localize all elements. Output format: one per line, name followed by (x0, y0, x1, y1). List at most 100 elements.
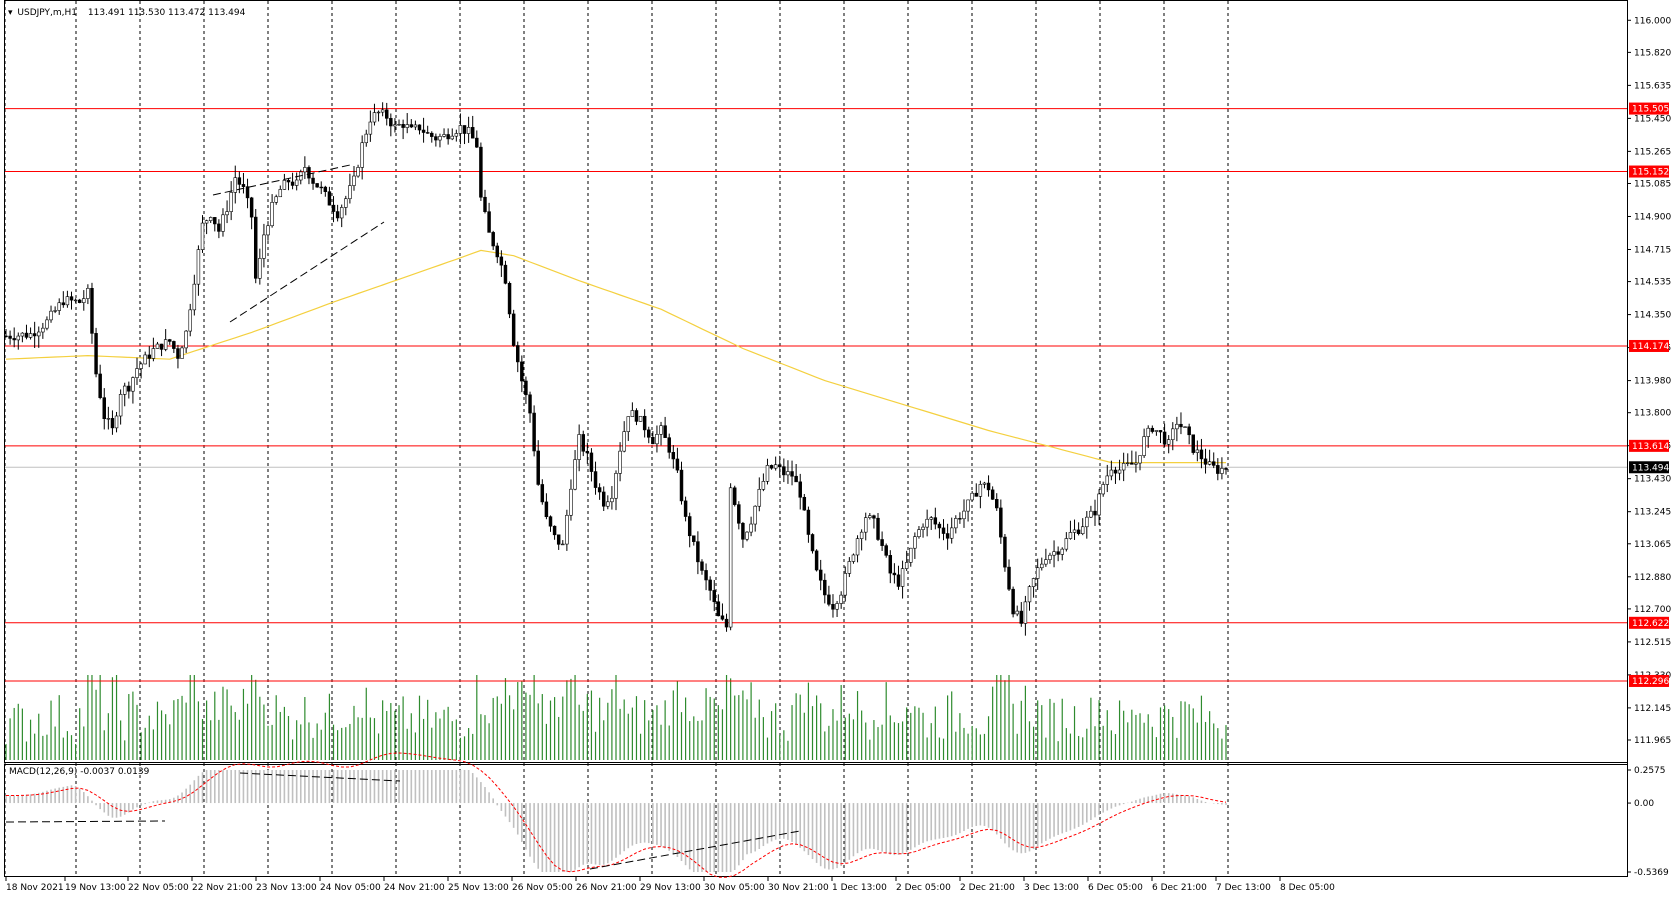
volume-bars (5, 675, 1227, 760)
candle-body (1040, 563, 1044, 569)
time-tick-label: 2 Dec 21:00 (960, 883, 1015, 893)
candle-body (110, 418, 115, 429)
candle-body (659, 425, 663, 435)
candle-body (274, 196, 278, 203)
candle-body (606, 501, 610, 507)
candle-body (810, 534, 815, 552)
time-tick-label: 8 Dec 05:00 (1280, 883, 1335, 893)
candle-body (1162, 431, 1167, 445)
candle-body (503, 264, 508, 284)
level-tag (1629, 616, 1669, 629)
candle-body (937, 523, 942, 529)
candle-body (593, 471, 598, 488)
trend-lines (212, 164, 385, 323)
candle-body (876, 517, 880, 540)
candle-body (630, 410, 635, 417)
candle-body (577, 434, 581, 460)
candle-body (213, 217, 217, 225)
candle-body (507, 283, 512, 315)
candle-body (188, 309, 192, 332)
candle-body (585, 450, 590, 454)
header-triangle-icon: ▾ (8, 8, 13, 18)
candle-body (1187, 426, 1191, 436)
channel-lower-line (229, 221, 385, 323)
candle-body (1203, 458, 1208, 465)
macd-histogram (5, 770, 1227, 872)
candle-body (794, 475, 798, 483)
candle-body (442, 134, 446, 137)
candle-body (872, 515, 876, 519)
time-axis: 18 Nov 2021 19 Nov 13:00 22 Nov 05:00 22 No… (5, 877, 1335, 893)
candle-body (1089, 510, 1093, 518)
level-tag (1629, 674, 1669, 687)
candle-body (667, 437, 671, 453)
price-tick-label: 113.980 (1634, 377, 1671, 387)
candle-body (327, 191, 332, 206)
candle-body (1216, 465, 1220, 474)
candle-body (454, 133, 459, 137)
candle-body (687, 516, 692, 537)
candle-body (1035, 567, 1040, 579)
candle-body (1195, 449, 1200, 453)
candle-body (163, 339, 168, 350)
candle-body (65, 296, 70, 306)
candle-body (413, 124, 418, 128)
candle-body (405, 124, 409, 128)
candle-body (1126, 462, 1130, 465)
candle-body (1003, 536, 1007, 568)
candle-body (69, 296, 74, 301)
candle-body (1211, 461, 1216, 466)
candle-body (466, 127, 471, 134)
time-tick-label: 7 Dec 13:00 (1216, 883, 1271, 893)
candle-body (1023, 601, 1028, 624)
candle-body (1183, 426, 1187, 428)
candle-body (90, 288, 94, 334)
candle-body (1138, 455, 1142, 464)
candle-body (978, 484, 983, 497)
price-tick-label: 112.700 (1634, 605, 1671, 615)
candle-body (319, 186, 323, 189)
candle-body (438, 136, 442, 141)
candle-body (450, 135, 454, 140)
candle-body (180, 347, 184, 359)
candle-body (8, 335, 12, 339)
candle-body (1207, 461, 1212, 465)
macd-tick-label: -0.5369 (1634, 868, 1669, 878)
candle-body (82, 298, 86, 303)
candle-body (417, 124, 422, 131)
candle-body (880, 539, 884, 546)
candle-body (782, 466, 786, 476)
candle-body (683, 500, 688, 517)
candle-body (16, 335, 21, 341)
candle-body (1175, 423, 1179, 430)
price-tick-label: 113.800 (1634, 409, 1671, 419)
candle-body (487, 211, 491, 233)
candle-body (663, 425, 667, 438)
candle-body (176, 348, 180, 359)
candle-body (974, 492, 979, 497)
candle-body (1031, 578, 1036, 587)
candle-body (728, 487, 733, 628)
candle-body (147, 354, 152, 359)
candle-body (184, 330, 188, 349)
time-tick-label: 6 Dec 05:00 (1088, 883, 1143, 893)
macd-label: MACD(12,26,9) -0.0037 0.0139 (9, 767, 150, 777)
candle-body (37, 331, 41, 337)
candle-body (1097, 493, 1101, 516)
candle-body (339, 207, 344, 219)
candle-body (409, 124, 414, 128)
candle-body (245, 186, 250, 199)
candle-body (356, 167, 360, 177)
candle-body (1191, 434, 1195, 453)
candle-body (458, 125, 463, 134)
candle-body (348, 185, 352, 200)
candle-body (761, 481, 766, 490)
candle-body (565, 514, 569, 545)
candle-body (945, 533, 950, 539)
candle-body (651, 436, 655, 445)
candle-body (868, 515, 872, 518)
candle-body (884, 545, 888, 556)
level-tag (1629, 339, 1669, 352)
candle-body (28, 333, 33, 338)
candle-body (344, 198, 348, 208)
